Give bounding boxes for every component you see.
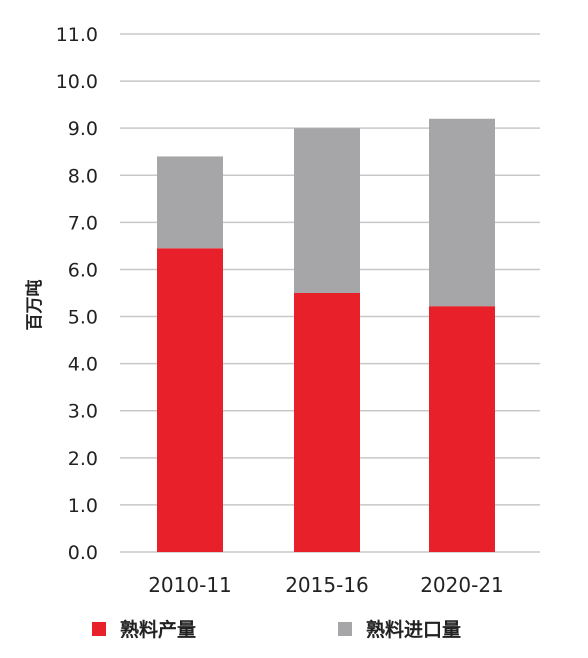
y-tick-label: 1.0 [68,495,98,517]
bar-segment-production [429,306,495,552]
y-tick-label: 7.0 [68,212,98,234]
y-axis-title: 百万吨 [24,280,45,331]
legend-swatch [338,622,352,636]
x-category-label: 2020-21 [420,573,504,597]
bar-segment-production [157,248,223,552]
y-tick-label: 6.0 [68,259,98,281]
y-tick-label: 3.0 [68,401,98,423]
bars [157,118,495,552]
y-tick-label: 11.0 [56,24,98,46]
x-category-labels: 2010-11 2015-16 2020-21 [148,573,504,597]
y-tick-label: 4.0 [68,354,98,376]
y-tick-label: 10.0 [56,71,98,93]
y-tick-label: 9.0 [68,118,98,140]
y-tick-label: 8.0 [68,165,98,187]
x-category-label: 2010-11 [148,573,232,597]
y-tick-label: 0.0 [68,542,98,564]
x-category-label: 2015-16 [285,573,369,597]
legend: 熟料产量 熟料进口量 [92,618,461,641]
bar-segment-import [429,118,495,307]
y-tick-label: 2.0 [68,448,98,470]
bar-segment-import [157,156,223,249]
y-tick-labels: 0.0 1.0 2.0 3.0 4.0 5.0 6.0 7.0 8.0 9.0 10.0 11.0 [56,24,98,564]
legend-label: 熟料产量 [120,618,196,641]
bar-segment-import [294,128,360,293]
legend-swatch [92,622,106,636]
y-tick-label: 5.0 [68,307,98,329]
legend-label: 熟料进口量 [366,618,461,641]
bar-segment-production [294,293,360,552]
